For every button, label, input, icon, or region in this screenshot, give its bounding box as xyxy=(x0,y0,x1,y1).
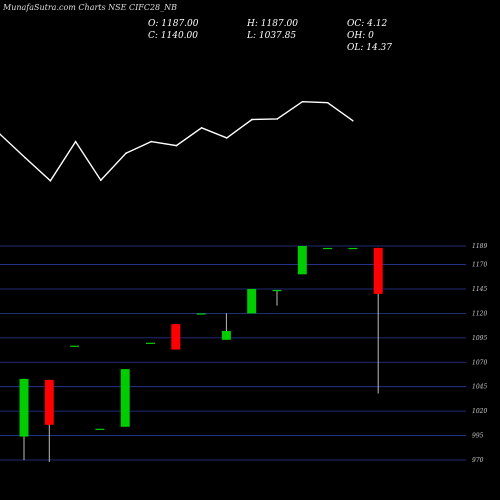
line-point xyxy=(175,144,178,147)
y-tick-label: 1120 xyxy=(472,310,487,317)
y-tick-label: 1189 xyxy=(472,243,487,250)
candle xyxy=(171,324,181,350)
candle xyxy=(297,245,307,275)
candle xyxy=(19,378,29,460)
candle-body xyxy=(146,342,155,344)
candle xyxy=(373,247,383,394)
candle-body xyxy=(373,247,383,294)
candle-body xyxy=(196,313,206,315)
y-tick-label: 1095 xyxy=(472,335,487,342)
candle-body xyxy=(272,289,282,292)
line-point xyxy=(226,137,228,139)
line-point xyxy=(326,101,329,104)
candle xyxy=(70,345,80,347)
stat-oh: OH: 0 xyxy=(347,31,374,41)
candle-body xyxy=(95,428,105,430)
y-tick-label: 1045 xyxy=(472,384,487,391)
y-tick-label: 970 xyxy=(472,457,484,464)
candle-body xyxy=(171,324,181,350)
line-point xyxy=(200,126,203,129)
candle-body xyxy=(221,331,231,340)
candle xyxy=(221,313,231,340)
stat-ol: OL: 14.37 xyxy=(347,43,393,53)
y-axis-ticks: 1189 1170 1145 1120 1095 1070 1045 1020 995 970 xyxy=(472,243,487,464)
candle xyxy=(95,428,105,430)
candle-body xyxy=(19,378,29,437)
stat-low: L: 1037.85 xyxy=(247,31,297,41)
candle xyxy=(247,288,257,314)
line-point xyxy=(301,100,304,103)
candle-body xyxy=(44,379,54,425)
candle-body xyxy=(247,288,257,314)
candle xyxy=(348,247,358,250)
chart-title-suffix: Charts NSE CIFC28_NB xyxy=(75,3,178,12)
candle-body xyxy=(297,245,307,275)
y-tick-label: 1020 xyxy=(472,408,487,415)
line-point xyxy=(24,157,27,159)
line-point xyxy=(0,133,1,136)
line-point xyxy=(125,152,127,155)
stat-oc: OC: 4.12 xyxy=(347,19,388,29)
candle-body xyxy=(348,247,358,250)
candle-body xyxy=(323,247,333,250)
line-point xyxy=(49,180,52,182)
y-tick-label: 1145 xyxy=(472,286,487,293)
candle xyxy=(44,379,54,462)
stat-close: C: 1140.00 xyxy=(148,31,198,41)
candle xyxy=(120,369,130,427)
candle-body xyxy=(120,369,130,427)
line-chart xyxy=(0,100,354,182)
line-point xyxy=(352,119,354,122)
line-point xyxy=(150,140,152,143)
line-point xyxy=(276,118,279,120)
y-tick-label: 1070 xyxy=(472,359,487,366)
stat-open: O: 1187.00 xyxy=(148,19,199,29)
line-point xyxy=(251,118,253,121)
candles xyxy=(19,245,383,462)
candle xyxy=(272,289,282,306)
candle xyxy=(196,313,206,315)
candle xyxy=(146,342,155,344)
candle-body xyxy=(70,345,80,347)
y-tick-label: 995 xyxy=(472,433,484,440)
brand-name: MunafaSutra.com xyxy=(3,3,76,12)
candle xyxy=(323,247,333,250)
stat-high: H: 1187.00 xyxy=(247,19,298,29)
gridlines xyxy=(0,245,466,461)
y-tick-label: 1170 xyxy=(472,262,487,269)
line-point xyxy=(74,140,77,143)
chart-title: MunafaSutra.com Charts NSE CIFC28_NB xyxy=(3,3,177,12)
series-line xyxy=(0,100,354,182)
line-point xyxy=(100,179,102,181)
